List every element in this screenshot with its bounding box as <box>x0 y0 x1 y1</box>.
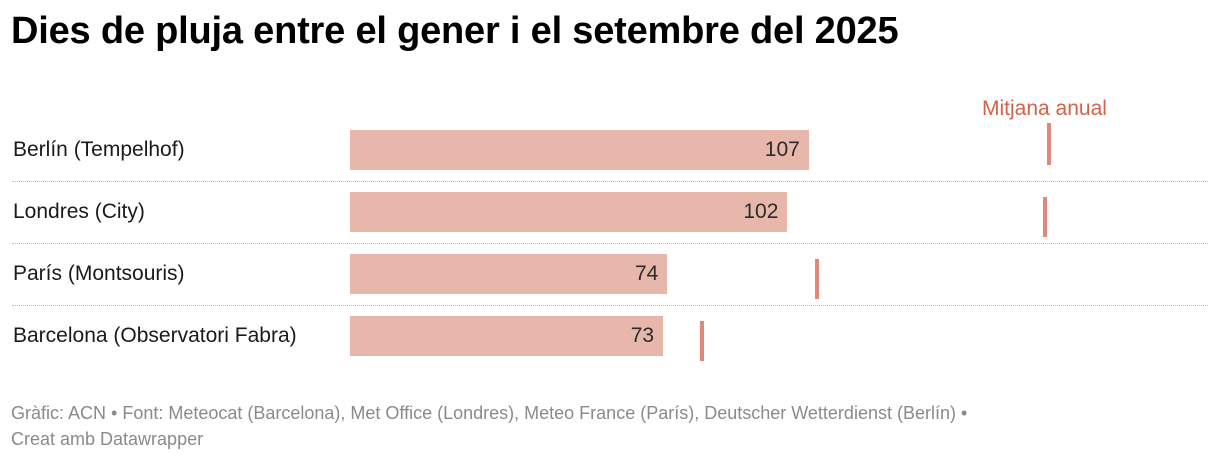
bar-value-label: 107 <box>764 138 800 161</box>
row-separator <box>12 243 1208 244</box>
bar-value-label: 102 <box>743 200 779 223</box>
average-marker <box>815 259 820 299</box>
bar <box>350 192 788 232</box>
average-marker <box>699 321 704 361</box>
footer-credit: Creat amb Datawrapper <box>11 429 204 449</box>
category-label: Berlín (Tempelhof) <box>13 138 185 161</box>
row-separator <box>12 181 1208 182</box>
bar <box>350 316 664 356</box>
chart-footer: Gràfic: ACN • Font: Meteocat (Barcelona)… <box>11 400 1201 452</box>
average-legend-label: Mitjana anual <box>982 97 1107 120</box>
bar <box>350 130 809 170</box>
average-marker <box>1047 123 1051 165</box>
bar-value-label: 74 <box>634 262 659 285</box>
bar-value-label: 73 <box>630 324 655 347</box>
row-separator <box>12 305 1208 306</box>
footer-source: Gràfic: ACN • Font: Meteocat (Barcelona)… <box>11 403 968 423</box>
average-marker <box>1042 197 1047 237</box>
category-label: Barcelona (Observatori Fabra) <box>13 324 297 347</box>
chart-title: Dies de pluja entre el gener i el setemb… <box>11 10 899 52</box>
bar <box>350 254 668 294</box>
category-label: Londres (City) <box>13 200 145 223</box>
category-label: París (Montsouris) <box>13 262 185 285</box>
